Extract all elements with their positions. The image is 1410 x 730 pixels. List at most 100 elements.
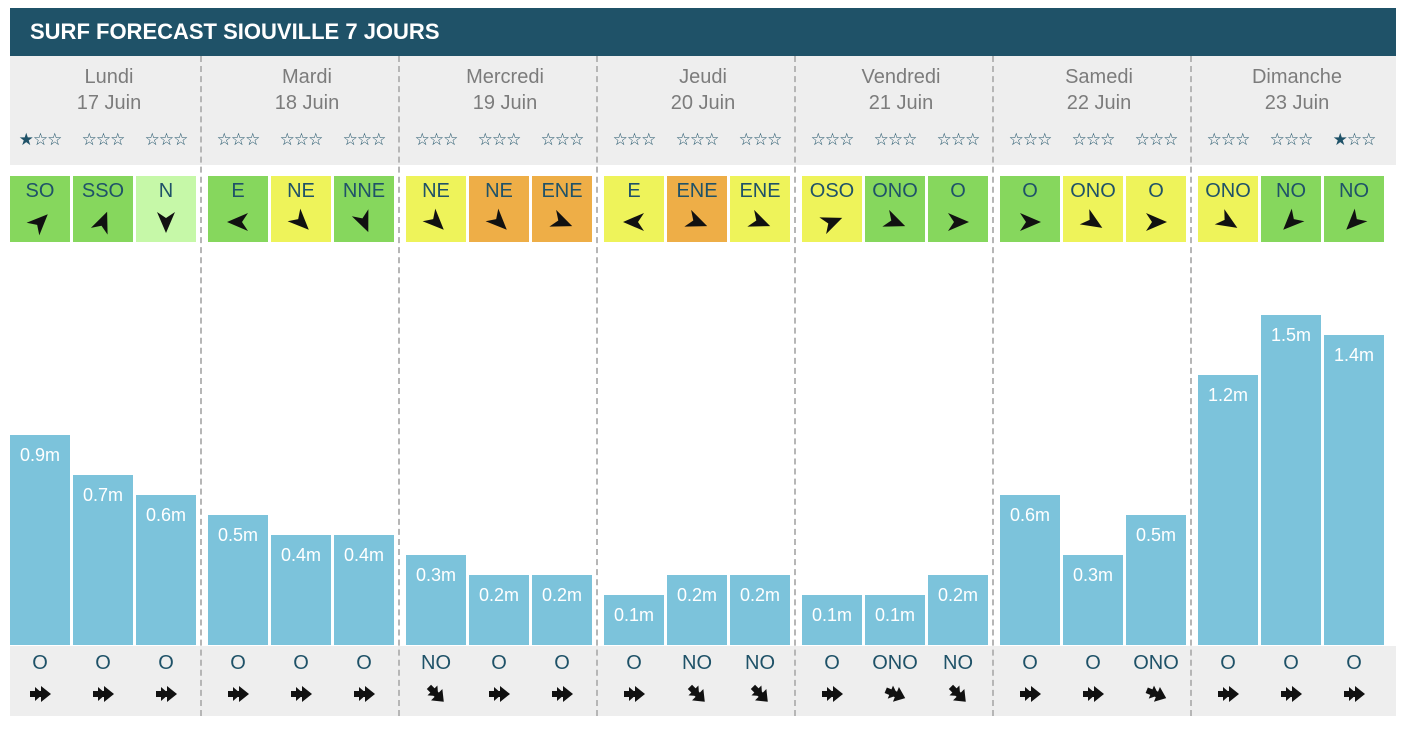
wave-height-label: 0.4m — [280, 545, 322, 565]
swell-arrow-icon — [1344, 686, 1365, 702]
swell-direction-label: O — [95, 652, 111, 674]
swell-direction-label: NO — [745, 652, 775, 674]
swell-arrow-icon — [30, 686, 51, 702]
day-date: 23 Juin — [1264, 92, 1330, 114]
wind-direction-label: NE — [485, 180, 513, 202]
wind-box: NE — [469, 176, 529, 242]
wave-height-bar — [1198, 375, 1258, 645]
star-rating: ★☆☆ — [18, 130, 63, 149]
day-header: Mardi 18 Juin — [208, 56, 406, 165]
day-header: Samedi 22 Juin — [1000, 56, 1198, 165]
wind-direction-label: ENE — [739, 180, 781, 202]
wave-height-bar — [208, 515, 268, 645]
swell-arrow-icon — [552, 686, 573, 702]
swell-arrow-icon — [1145, 685, 1167, 702]
day-date: 21 Juin — [868, 92, 934, 114]
star-rating: ☆☆☆ — [738, 130, 783, 149]
wind-box: NE — [406, 176, 466, 242]
swell-arrow-icon — [93, 686, 114, 702]
wind-box: O — [1126, 176, 1186, 242]
star-rating: ★☆☆ — [1332, 130, 1377, 149]
day-date: 17 Juin — [76, 92, 142, 114]
star-rating: ☆☆☆ — [810, 130, 855, 149]
wind-direction-label: O — [1148, 180, 1164, 202]
wave-height-label: 0.7m — [82, 485, 124, 505]
wave-height-bar — [604, 595, 664, 645]
day-column: Lundi 17 Juin ★☆☆ SO 0.9m O ☆☆☆ SSO 0.7m O ☆☆☆ N 0.6… — [10, 56, 208, 716]
wind-box: NNE — [334, 176, 394, 242]
swell-arrow-icon — [354, 686, 375, 702]
swell-arrow-icon — [687, 684, 705, 702]
wave-height-bar — [532, 575, 592, 645]
star-rating: ☆☆☆ — [1008, 130, 1053, 149]
wind-box: N — [136, 176, 196, 242]
star-rating: ☆☆☆ — [279, 130, 324, 149]
wind-arrow-icon — [90, 211, 108, 235]
wave-height-bar — [1063, 555, 1123, 645]
wave-height-label: 1.5m — [1270, 325, 1312, 345]
wave-height-label: 0.6m — [1009, 505, 1051, 525]
wave-height-label: 1.4m — [1333, 345, 1375, 365]
wind-arrow-icon — [351, 209, 369, 233]
star-rating: ☆☆☆ — [477, 130, 522, 149]
wave-height-bar — [865, 595, 925, 645]
wave-height-bar — [667, 575, 727, 645]
day-date: 20 Juin — [670, 92, 736, 114]
swell-direction-label: NO — [682, 652, 712, 674]
wave-height-bar — [10, 435, 70, 645]
day-date: 18 Juin — [274, 92, 340, 114]
wind-direction-label: ENE — [541, 180, 583, 202]
swell-arrow — [620, 680, 648, 713]
swell-arrow — [1277, 680, 1305, 713]
wind-direction-label: O — [1022, 180, 1038, 202]
wind-box: NO — [1261, 176, 1321, 242]
wave-height-bar — [271, 535, 331, 645]
wave-height-bar — [802, 595, 862, 645]
wind-direction-label: ONO — [1070, 180, 1116, 202]
swell-arrow — [1340, 680, 1368, 713]
swell-direction-label: O — [158, 652, 174, 674]
wind-arrow-icon — [549, 209, 573, 227]
wind-box: ONO — [1063, 176, 1123, 242]
swell-arrow — [881, 680, 909, 713]
swell-arrow — [683, 680, 711, 713]
swell-direction-label: O — [356, 652, 372, 674]
day-header: Lundi 17 Juin — [10, 56, 208, 165]
day-name: Mardi — [281, 66, 332, 88]
star-rating: ☆☆☆ — [1206, 130, 1251, 149]
day-date: 19 Juin — [472, 92, 538, 114]
wind-box: SSO — [73, 176, 133, 242]
swell-direction-label: ONO — [1133, 652, 1179, 674]
swell-direction-label: ONO — [872, 652, 918, 674]
swell-band — [208, 646, 406, 716]
star-rating: ☆☆☆ — [873, 130, 918, 149]
day-name: Mercredi — [466, 66, 544, 88]
wind-arrow-icon — [747, 209, 771, 227]
wind-direction-label: N — [158, 180, 174, 202]
wind-arrow-icon — [1079, 209, 1103, 228]
day-name: Samedi — [1065, 66, 1133, 88]
wave-height-label: 0.5m — [217, 525, 259, 545]
wave-height-label: 0.1m — [874, 605, 916, 625]
wind-arrow-icon — [227, 213, 248, 231]
swell-arrow — [1016, 680, 1044, 713]
day-name: Vendredi — [861, 66, 941, 88]
wave-height-bar — [334, 535, 394, 645]
day-separator — [1190, 56, 1192, 716]
wave-height-label: 1.2m — [1207, 385, 1249, 405]
wind-box: O — [928, 176, 988, 242]
wind-box: SO — [10, 176, 70, 242]
swell-direction-label: O — [824, 652, 840, 674]
day-name: Dimanche — [1251, 66, 1343, 88]
wave-height-bar — [730, 575, 790, 645]
day-header: Dimanche 23 Juin — [1198, 56, 1396, 165]
swell-band — [604, 646, 802, 716]
wind-direction-label: ONO — [872, 180, 918, 202]
swell-arrow — [350, 680, 378, 713]
wind-box: ONO — [1198, 176, 1258, 242]
swell-arrow-icon — [291, 686, 312, 702]
wind-direction-label: ONO — [1205, 180, 1251, 202]
day-separator — [200, 56, 202, 716]
swell-arrow-icon — [156, 686, 177, 702]
wind-box: ONO — [865, 176, 925, 242]
